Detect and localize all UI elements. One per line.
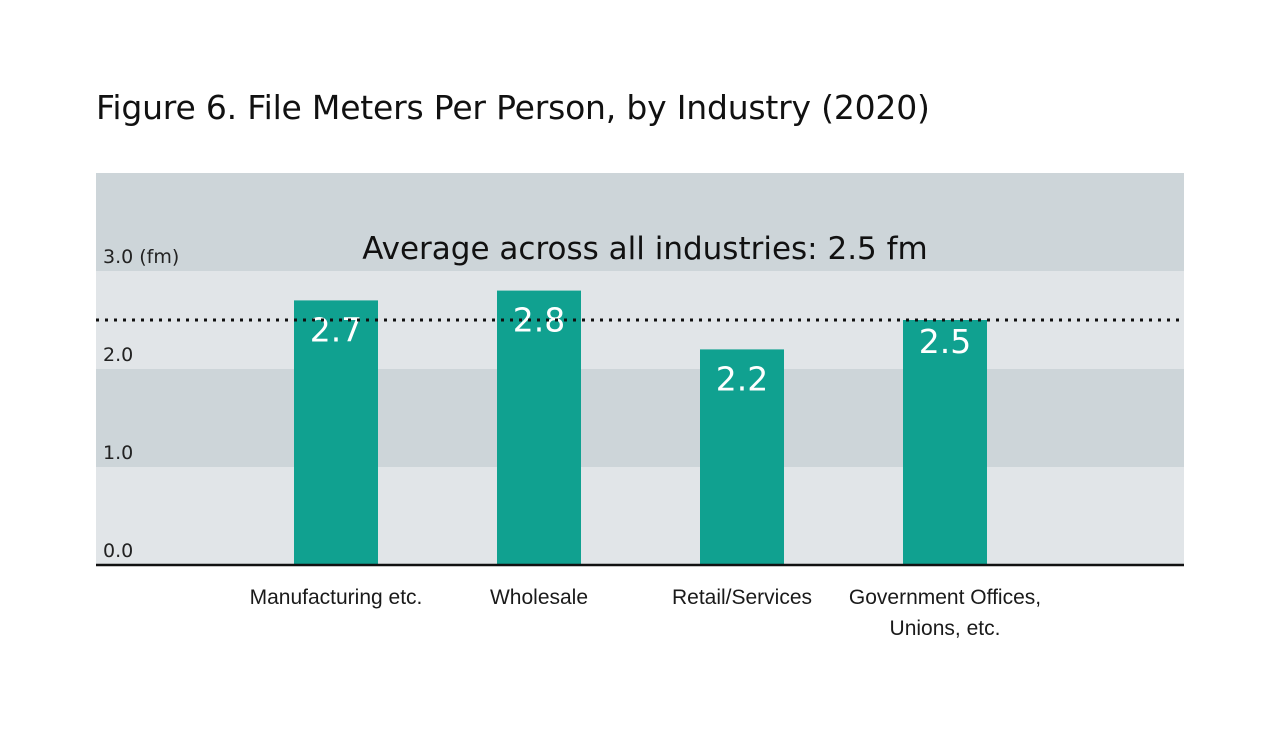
bar [294, 300, 378, 565]
category-label: Unions, etc. [890, 617, 1001, 640]
bar [497, 290, 581, 565]
data-label: 2.5 [919, 322, 971, 361]
y-tick-label: 1.0 [103, 442, 133, 464]
grid-band [96, 369, 1184, 467]
chart-title: Figure 6. File Meters Per Person, by Ind… [96, 88, 930, 127]
average-label: Average across all industries: 2.5 fm [362, 231, 928, 267]
grid-band [96, 467, 1184, 565]
bar [700, 349, 784, 565]
bar [903, 320, 987, 565]
y-tick-label: 2.0 [103, 344, 133, 366]
data-label: 2.2 [716, 359, 768, 398]
y-tick-label: 0.0 [103, 540, 133, 562]
category-label: Retail/Services [672, 586, 812, 609]
y-tick-label: 3.0 (fm) [103, 246, 179, 268]
category-label: Government Offices, [849, 586, 1041, 609]
category-label: Manufacturing etc. [250, 586, 423, 609]
data-label: 2.7 [310, 310, 362, 349]
grid-band [96, 173, 1184, 271]
category-label: Wholesale [490, 586, 588, 609]
